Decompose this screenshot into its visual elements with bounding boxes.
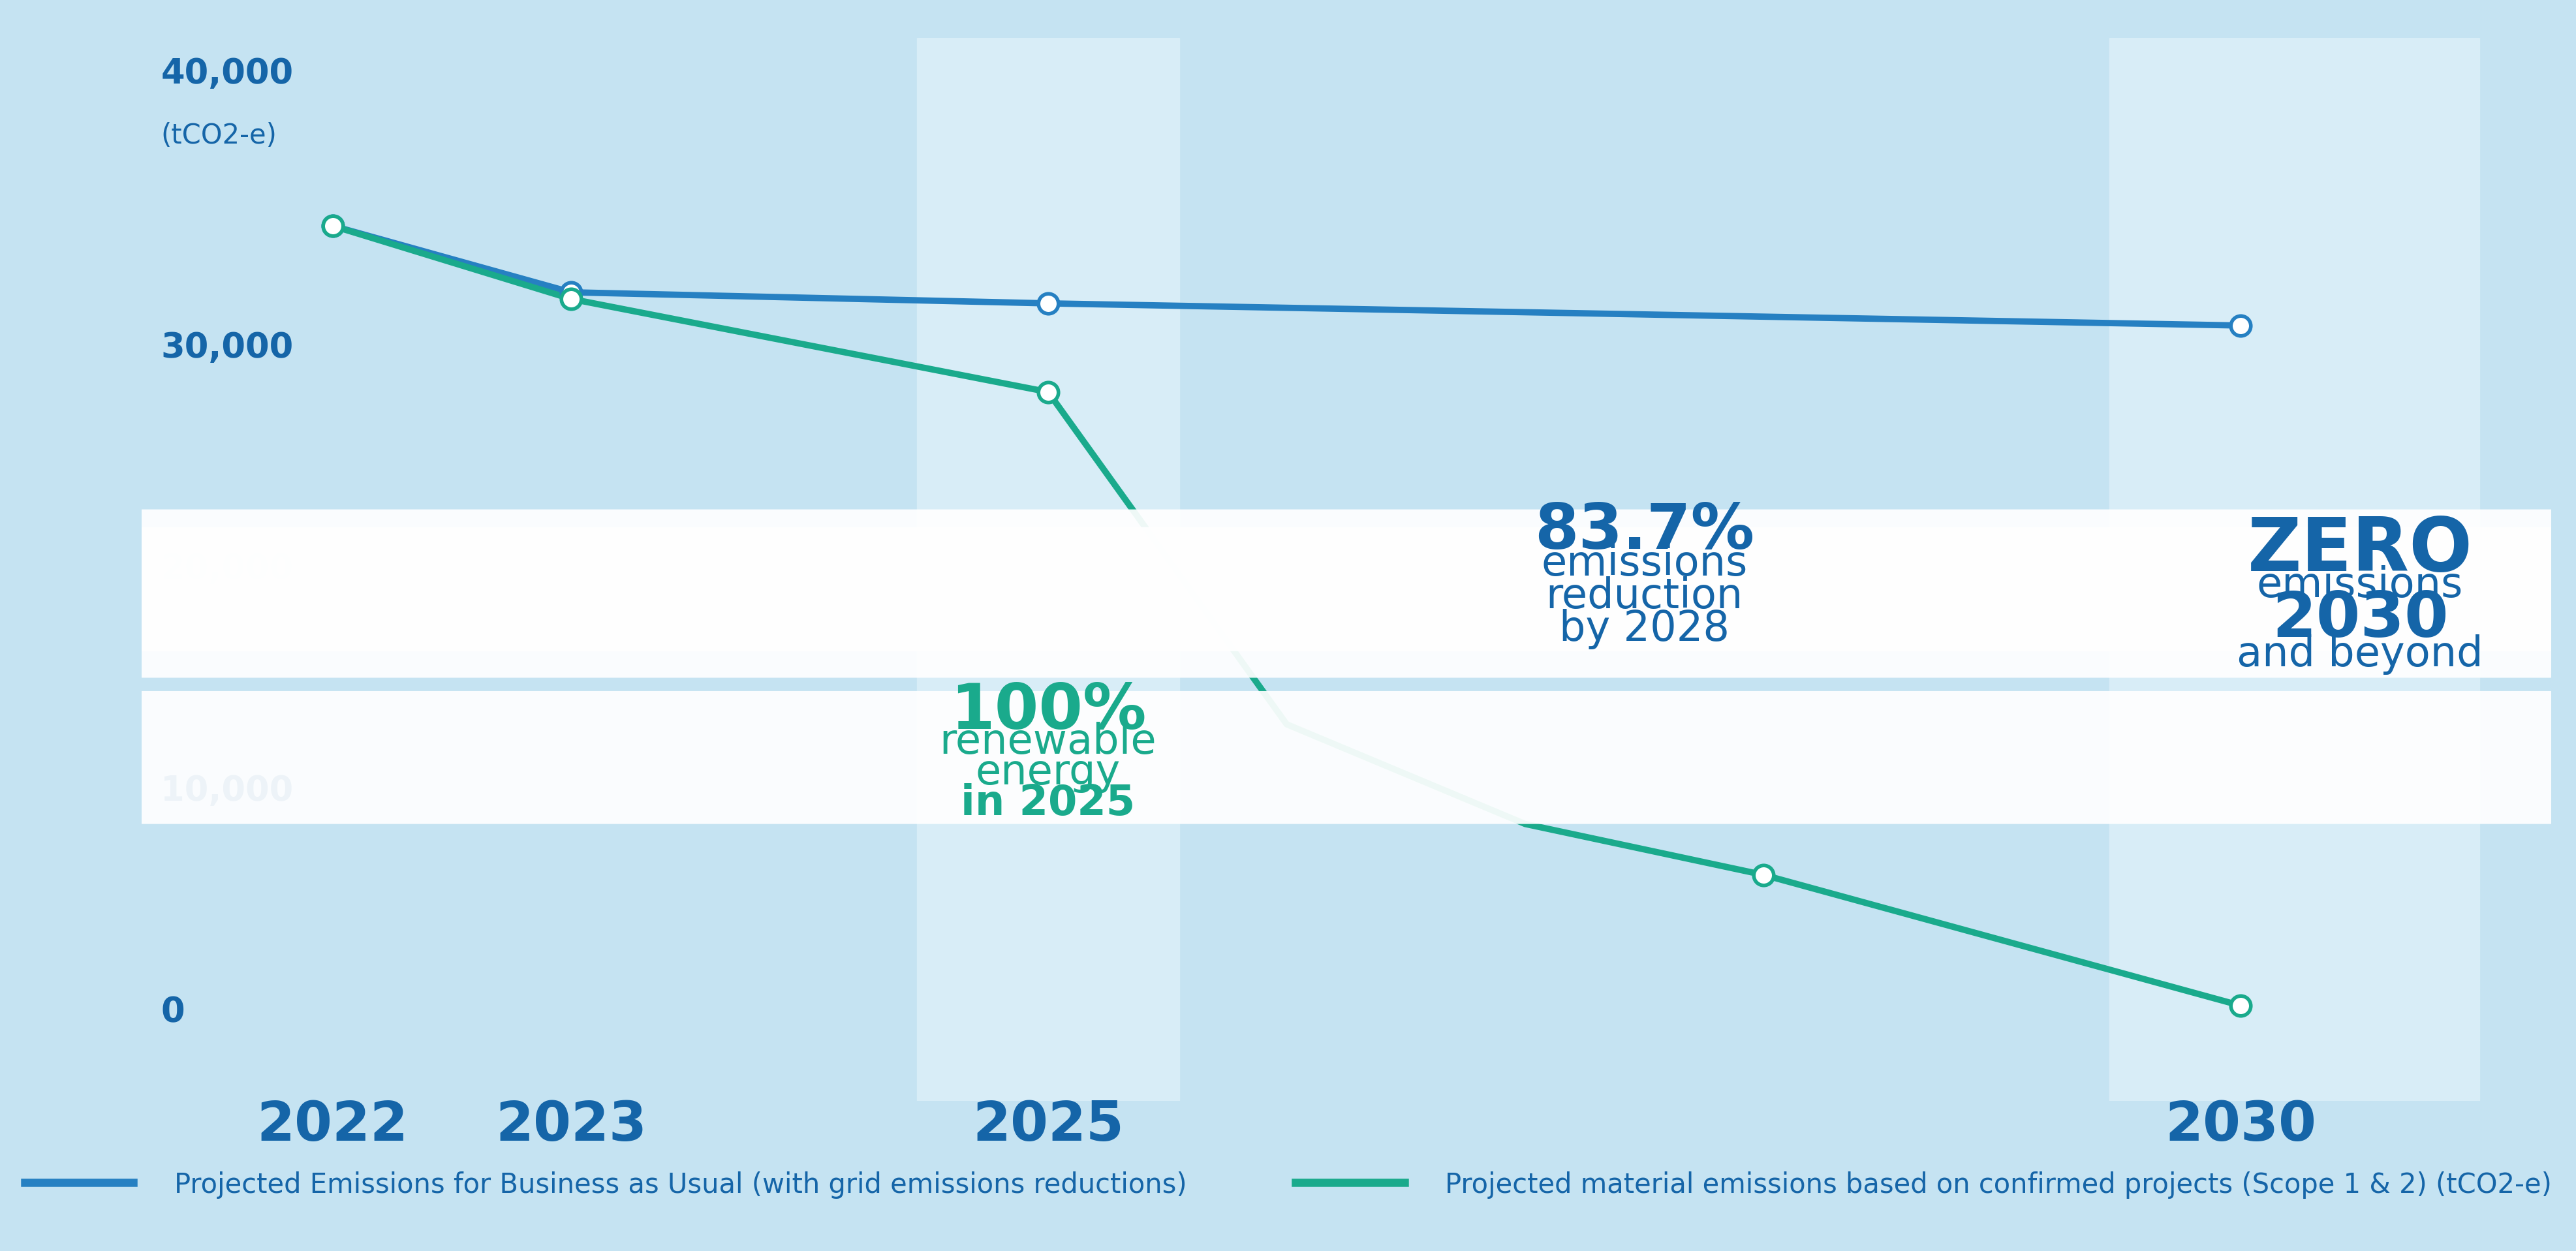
- Ellipse shape: [0, 509, 2576, 652]
- Text: 2025: 2025: [971, 1098, 1123, 1151]
- Text: by 2028: by 2028: [1558, 609, 1728, 649]
- Text: renewable: renewable: [940, 722, 1157, 762]
- Ellipse shape: [0, 527, 2576, 678]
- Text: 20,000: 20,000: [160, 552, 294, 587]
- Text: 0: 0: [160, 996, 185, 1030]
- Text: 2022: 2022: [258, 1098, 407, 1151]
- Text: 10,000: 10,000: [160, 774, 294, 808]
- Text: 83.7%: 83.7%: [1535, 500, 1754, 562]
- Text: 100%: 100%: [951, 682, 1146, 742]
- Text: energy: energy: [976, 753, 1121, 793]
- Bar: [917, 38, 1180, 1101]
- Bar: [2110, 38, 2478, 1101]
- Text: (tCO2-e): (tCO2-e): [160, 121, 276, 149]
- Text: and beyond: and beyond: [2236, 634, 2483, 674]
- Legend: Projected Emissions for Business as Usual (with grid emissions reductions), Proj: Projected Emissions for Business as Usua…: [13, 1161, 2563, 1210]
- Text: 2030: 2030: [2272, 589, 2447, 651]
- Text: 40,000: 40,000: [160, 56, 294, 91]
- Text: 2030: 2030: [2164, 1098, 2316, 1151]
- Text: in 2025: in 2025: [961, 783, 1136, 823]
- Text: ZERO: ZERO: [2246, 514, 2473, 587]
- Text: emissions: emissions: [2257, 565, 2463, 605]
- Text: emissions: emissions: [1540, 544, 1747, 584]
- Text: reduction: reduction: [1546, 577, 1741, 617]
- Text: 2023: 2023: [495, 1098, 647, 1151]
- Text: 30,000: 30,000: [160, 330, 294, 364]
- Ellipse shape: [0, 691, 2576, 824]
